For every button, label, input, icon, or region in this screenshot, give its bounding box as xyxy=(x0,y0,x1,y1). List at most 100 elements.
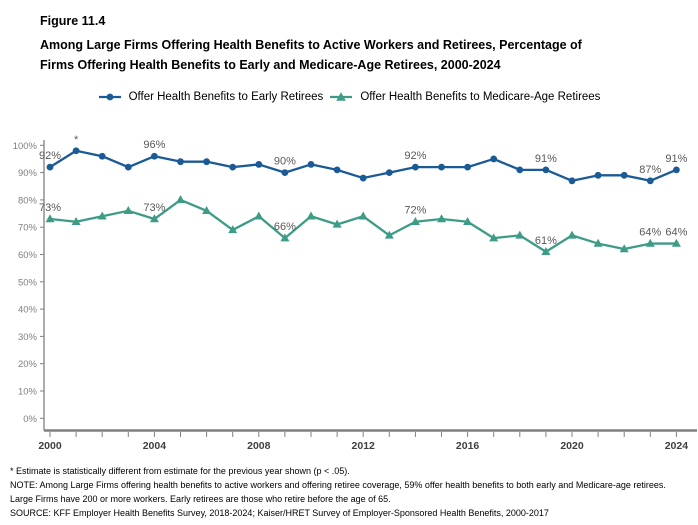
point-marker-triangle xyxy=(149,214,159,223)
point-marker-circle xyxy=(333,166,341,174)
figure-label: Figure 11.4 xyxy=(40,14,106,28)
point-marker-circle xyxy=(151,152,158,160)
point-label: 92% xyxy=(39,150,61,162)
point-marker-circle xyxy=(98,152,106,160)
line-triangle-marker-icon xyxy=(330,92,353,101)
footnote-asterisk: * Estimate is statistically different fr… xyxy=(10,466,350,476)
point-label: 90% xyxy=(274,156,296,168)
point-marker-circle xyxy=(385,169,393,176)
point-marker-circle xyxy=(568,177,576,185)
point-marker-triangle xyxy=(332,219,342,228)
y-tick-label: 50% xyxy=(18,277,38,288)
x-tick-label: 2008 xyxy=(247,440,271,452)
legend-item-early-retirees: Offer Health Benefits to Early Retirees xyxy=(98,90,324,104)
point-label: 91% xyxy=(535,153,557,165)
line-circle-marker-icon xyxy=(98,93,121,101)
point-marker-triangle xyxy=(410,216,420,225)
point-label: 92% xyxy=(404,150,426,162)
y-tick-label: 90% xyxy=(18,168,38,179)
point-marker-triangle xyxy=(489,233,499,242)
point-marker-circle xyxy=(46,163,54,171)
point-marker-circle xyxy=(673,166,680,174)
y-tick-label: 20% xyxy=(18,359,38,370)
point-marker-triangle xyxy=(45,214,55,223)
point-label: 72% xyxy=(404,205,426,217)
point-label: 91% xyxy=(665,153,687,165)
point-marker-circle xyxy=(307,161,315,168)
y-tick-label: 80% xyxy=(18,195,38,206)
y-tick-label: 10% xyxy=(18,387,38,398)
point-marker-triangle xyxy=(176,195,185,204)
point-marker-triangle xyxy=(71,216,81,225)
point-marker-circle xyxy=(203,158,211,166)
point-marker-triangle xyxy=(384,230,394,239)
point-label: 64% xyxy=(639,227,661,239)
point-label: 66% xyxy=(274,221,296,233)
legend-label-early-retirees: Offer Health Benefits to Early Retirees xyxy=(128,91,324,103)
point-marker-circle xyxy=(542,166,550,174)
point-marker-circle xyxy=(490,155,498,163)
y-tick-label: 70% xyxy=(18,223,38,234)
point-marker-circle xyxy=(594,171,602,179)
point-marker-triangle xyxy=(228,225,238,234)
point-marker-triangle xyxy=(567,230,577,239)
point-marker-circle xyxy=(281,169,289,176)
point-label: 61% xyxy=(535,235,557,247)
point-marker-circle xyxy=(177,158,184,166)
figure-header: Figure 11.4 Among Large Firms Offering H… xyxy=(40,14,678,75)
y-tick-label: 100% xyxy=(13,141,38,152)
point-marker-triangle xyxy=(645,238,655,247)
point-label: * xyxy=(74,134,79,146)
point-marker-triangle xyxy=(463,216,473,225)
x-tick-label: 2000 xyxy=(38,440,62,452)
point-marker-triangle xyxy=(515,230,525,239)
x-tick-label: 2004 xyxy=(143,440,167,452)
point-marker-triangle xyxy=(97,211,107,220)
point-label: 73% xyxy=(143,202,165,214)
point-marker-triangle xyxy=(123,206,133,215)
axes: 0% 10% 20% 30% 40% 50% 60% 70% 80% 90% 100% 2000 200… xyxy=(13,140,697,452)
chart-legend: Offer Health Benefits to Early Retirees … xyxy=(0,90,698,104)
figure-title-line2: Firms Offering Health Benefits to Early … xyxy=(40,58,501,72)
point-marker-triangle xyxy=(437,214,446,223)
point-marker-circle xyxy=(516,166,524,174)
point-marker-circle xyxy=(255,161,263,168)
y-tick-label: 30% xyxy=(18,332,38,343)
x-tick-label: 2012 xyxy=(352,440,376,452)
x-tick-label: 2016 xyxy=(456,440,480,452)
footnote-note: NOTE: Among Large Firms offering health … xyxy=(10,480,666,504)
point-marker-circle xyxy=(72,147,80,155)
point-marker-circle xyxy=(412,163,419,171)
point-marker-circle xyxy=(229,163,237,171)
y-tick-label: 60% xyxy=(18,250,38,261)
point-marker-circle xyxy=(620,171,628,179)
point-marker-circle xyxy=(646,177,654,185)
point-marker-triangle xyxy=(306,211,316,220)
point-label: 96% xyxy=(143,139,165,151)
point-marker-triangle xyxy=(254,211,264,220)
line-chart: 0% 10% 20% 30% 40% 50% 60% 70% 80% 90% 100% 2000 200… xyxy=(13,134,697,452)
point-marker-circle xyxy=(124,163,132,171)
point-marker-triangle xyxy=(358,211,368,220)
footnotes: * Estimate is statistically different fr… xyxy=(10,464,672,520)
point-marker-triangle xyxy=(593,238,603,247)
point-marker-triangle xyxy=(671,238,681,247)
point-label: 87% xyxy=(639,164,661,176)
point-marker-triangle xyxy=(280,233,290,242)
point-marker-circle xyxy=(438,163,445,171)
legend-label-medicare-age-retirees: Offer Health Benefits to Medicare-Age Re… xyxy=(360,91,601,103)
series-early-retirees: 92% * 96% 90% 92% 91% 87% 91% xyxy=(39,134,688,185)
series-medicare-age-retirees: 73% 73% 66% 72% 61% 64% 64% xyxy=(39,195,688,255)
point-label: 73% xyxy=(39,202,61,214)
point-label: 64% xyxy=(665,227,687,239)
point-marker-circle xyxy=(464,163,471,171)
y-tick-label: 40% xyxy=(18,305,38,316)
legend-item-medicare-age-retirees: Offer Health Benefits to Medicare-Age Re… xyxy=(329,90,600,104)
y-tick-label: 0% xyxy=(23,414,37,425)
x-tick-label: 2024 xyxy=(665,440,689,452)
point-marker-triangle xyxy=(541,246,551,255)
point-marker-triangle xyxy=(202,206,212,215)
x-tick-label: 2020 xyxy=(560,440,584,452)
point-marker-triangle xyxy=(619,244,629,253)
